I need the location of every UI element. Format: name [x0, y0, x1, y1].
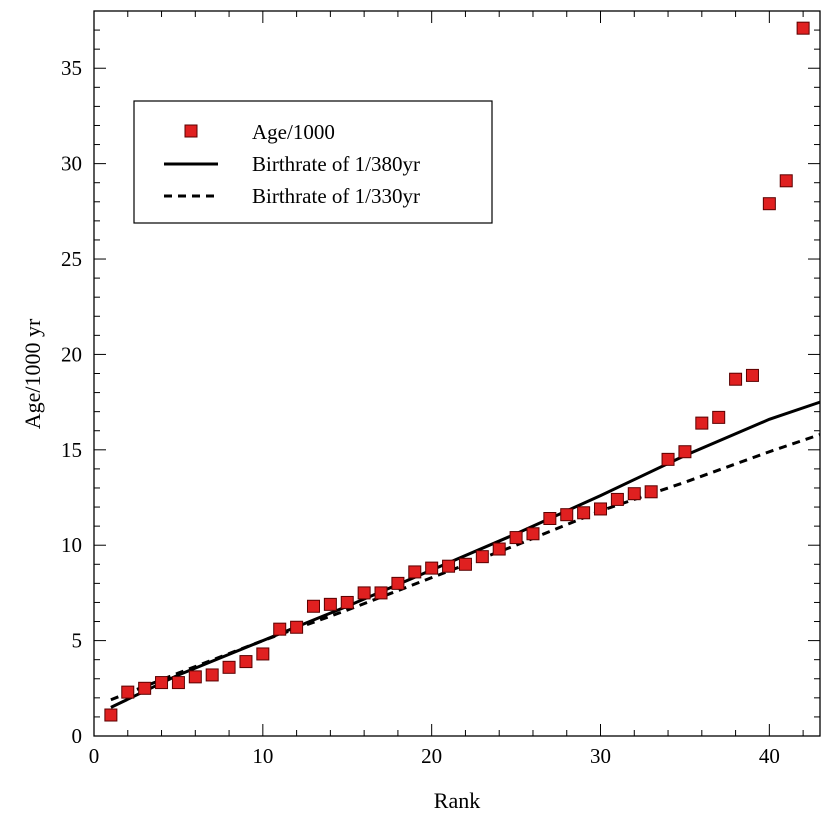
data-point: [340, 595, 354, 609]
data-point: [779, 174, 793, 188]
data-point: [695, 416, 709, 430]
data-point: [661, 452, 675, 466]
x-axis-label: Rank: [434, 788, 480, 813]
x-tick-label: 0: [89, 744, 100, 768]
data-point: [627, 487, 641, 501]
data-point: [188, 670, 202, 684]
data-point: [594, 502, 608, 516]
data-point: [560, 508, 574, 522]
data-point: [374, 586, 388, 600]
data-point: [256, 647, 270, 661]
series-lines: [110, 400, 821, 709]
y-tick-label: 5: [72, 629, 83, 653]
y-tick-label: 10: [61, 533, 82, 557]
y-tick-label: 30: [61, 152, 82, 176]
data-point: [222, 660, 236, 674]
legend-box: [133, 100, 493, 224]
y-tick-label: 25: [61, 247, 82, 271]
data-point: [391, 576, 405, 590]
y-tick-label: 0: [72, 724, 83, 748]
y-tick-label: 15: [61, 438, 82, 462]
series-line-1: [110, 400, 821, 709]
x-tick-label: 30: [590, 744, 611, 768]
data-point: [796, 21, 810, 35]
data-point: [104, 708, 118, 722]
series-markers: [104, 21, 810, 722]
data-point: [762, 197, 776, 211]
data-point: [155, 676, 169, 690]
data-point: [745, 368, 759, 382]
data-point: [306, 599, 320, 613]
y-tick-label: 35: [61, 56, 82, 80]
data-point: [171, 676, 185, 690]
data-point: [121, 685, 135, 699]
data-point: [442, 559, 456, 573]
legend: Age/1000 Birthrate of 1/380yr Birthrate …: [133, 100, 493, 224]
data-point: [205, 668, 219, 682]
data-point: [678, 445, 692, 459]
data-point: [526, 527, 540, 541]
x-tick-label: 20: [421, 744, 442, 768]
legend-marker-age: [184, 124, 198, 138]
data-point: [425, 561, 439, 575]
data-point: [492, 542, 506, 556]
data-point: [644, 485, 658, 499]
data-point: [138, 681, 152, 695]
x-tick-label: 40: [759, 744, 780, 768]
series-line-2: [110, 433, 821, 702]
y-axis-label: Age/1000 yr: [20, 318, 45, 429]
data-point: [357, 586, 371, 600]
data-point: [290, 620, 304, 634]
data-point: [509, 531, 523, 545]
legend-label-380: Birthrate of 1/380yr: [252, 152, 420, 176]
data-point: [729, 372, 743, 386]
legend-label-age: Age/1000: [252, 120, 335, 144]
data-point: [543, 512, 557, 525]
legend-label-330: Birthrate of 1/330yr: [252, 184, 420, 208]
y-tick-label: 20: [61, 342, 82, 366]
data-point: [475, 550, 489, 564]
data-point: [577, 506, 591, 520]
x-tick-label: 10: [252, 744, 273, 768]
data-point: [610, 492, 624, 506]
data-point: [712, 410, 726, 424]
axis-ticks: 0 10 20 30 40 0 5 10 15 20 25 30 35: [61, 10, 820, 768]
data-point: [323, 597, 337, 611]
data-point: [458, 557, 472, 571]
data-point: [408, 565, 422, 579]
data-point: [273, 622, 287, 636]
data-point: [239, 655, 253, 669]
